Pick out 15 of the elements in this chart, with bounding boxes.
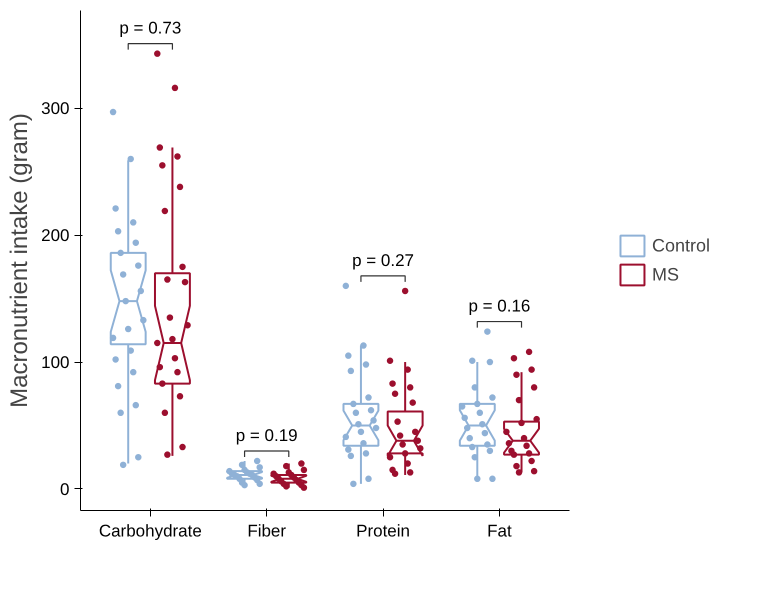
annotation: p = 0.73 <box>119 18 182 38</box>
annotation: p = 0.19 <box>236 426 298 446</box>
y-tick-label: 0 <box>60 480 70 499</box>
legend-label: Control <box>652 235 710 256</box>
legend-label: MS <box>652 264 679 285</box>
annotation: p = 0.27 <box>352 250 414 270</box>
x-tick-label: Fiber <box>247 522 286 540</box>
annotation: p = 0.16 <box>468 296 530 316</box>
x-tick-label: Protein <box>356 522 410 540</box>
x-tick-label: Fat <box>487 522 512 540</box>
y-tick-label: 200 <box>41 226 70 246</box>
x-tick-label: Carbohydrate <box>98 522 202 540</box>
y-axis-title: Macronutrient intake (gram) <box>6 113 34 408</box>
y-tick-label: 100 <box>41 353 70 372</box>
y-tick-label: 300 <box>41 99 70 118</box>
